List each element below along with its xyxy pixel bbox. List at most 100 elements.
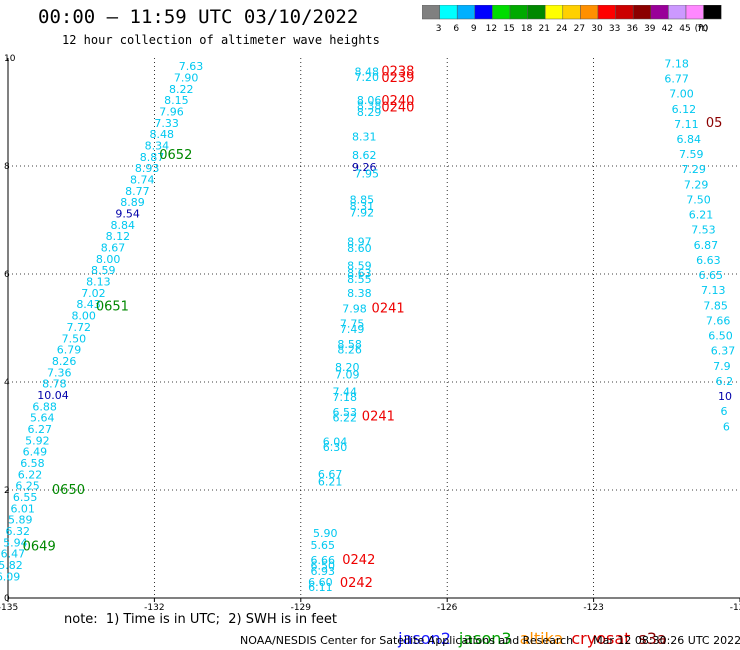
colorbar-tick-label: 36 xyxy=(626,24,638,33)
wave-height-label: 7.75 xyxy=(340,318,365,331)
wave-height-label: 5.82 xyxy=(0,559,23,572)
wave-height-label: 6.67 xyxy=(318,468,343,481)
pass-time-label: 0650 xyxy=(52,483,85,498)
wave-height-label: 6.37 xyxy=(711,345,736,358)
x-tick-label: -132 xyxy=(144,603,164,610)
wave-height-label: 6.79 xyxy=(57,344,82,357)
wave-height-label: 6.25 xyxy=(15,480,40,493)
mission-s3a: s3a xyxy=(638,629,667,648)
colorbar-legend: 3 6 9 12 15 18 21 24 27 30 33 36 39 42 45 70(ft) xyxy=(422,5,722,33)
wave-height-label: 7.95 xyxy=(354,168,379,181)
wave-height-label: 8.12 xyxy=(106,230,131,243)
wave-height-label: 7.90 xyxy=(174,71,199,84)
wave-height-label: 8.55 xyxy=(347,273,372,286)
pass-time-label: 0242 xyxy=(342,553,375,568)
colorbar-tick-label: 21 xyxy=(538,24,549,33)
x-tick-label: -129 xyxy=(291,603,312,610)
colorbar-tick-label: 9 xyxy=(471,24,477,33)
wave-height-label: 6.04 xyxy=(323,435,348,448)
credit-line: NOAA/NESDIS Center for Satellite Applica… xyxy=(240,634,740,647)
mission-legend: jason2 jason3 altika cryosat s3a xyxy=(388,610,675,648)
wave-height-label: 5.94 xyxy=(3,536,28,549)
wave-height-label: 5.90 xyxy=(313,527,338,540)
mission-jason2: jason2 xyxy=(398,629,451,648)
wave-height-label: 6.47 xyxy=(1,548,26,561)
wave-height-label: 8.67 xyxy=(101,242,126,255)
colorbar-tick-label: 15 xyxy=(503,24,514,33)
pass-time-label: 0240 xyxy=(381,101,414,116)
wave-height-plot: -135-132-129-126-123-12002468107.637.908… xyxy=(0,54,740,610)
wave-height-label: 5.64 xyxy=(30,412,55,425)
wave-height-label: 6.01 xyxy=(10,502,35,515)
wave-height-label: 8.38 xyxy=(357,100,382,113)
colorbar-tick-label: 42 xyxy=(662,24,673,33)
wave-height-label: 6.49 xyxy=(23,446,48,459)
wave-height-label: 7.29 xyxy=(681,163,706,176)
wave-height-label: 6 xyxy=(720,405,727,418)
chart-title: 00:00 – 11:59 UTC 03/10/2022 xyxy=(38,6,359,28)
colorbar-tick-label: 18 xyxy=(521,24,533,33)
wave-height-label: 6.21 xyxy=(689,209,714,222)
wave-height-label: 6.32 xyxy=(6,525,31,538)
wave-height-label: 10.04 xyxy=(37,389,69,402)
wave-height-label: 8.22 xyxy=(169,83,194,96)
x-tick-label: -123 xyxy=(583,603,603,610)
wave-height-label: 6.65 xyxy=(699,269,724,282)
wave-height-label: 8.00 xyxy=(96,253,121,266)
mission-jason3: jason3 xyxy=(458,629,512,648)
wave-height-label: 6.60 xyxy=(308,576,333,589)
wave-height-label: 8.15 xyxy=(164,94,189,107)
wave-height-label: 6.27 xyxy=(28,423,53,436)
wave-height-label: 7.18 xyxy=(333,391,358,404)
colorbar-tick-label: 33 xyxy=(609,24,620,33)
colorbar-tick-label: 3 xyxy=(436,24,442,33)
wave-height-label: 6.12 xyxy=(672,103,697,116)
colorbar-tick-label: 27 xyxy=(574,24,585,33)
wave-height-label: 6.30 xyxy=(323,441,348,454)
y-tick-label: 4 xyxy=(4,378,10,388)
colorbar-tick-label: 6 xyxy=(453,24,459,33)
wave-height-label: 6.58 xyxy=(20,457,45,470)
mission-cryosat: cryosat xyxy=(571,629,631,648)
wave-height-label: 8.58 xyxy=(337,338,362,351)
timestamp: Mar 12 08:30:26 UTC 2022 xyxy=(593,634,740,647)
wave-height-label: 6.66 xyxy=(311,554,336,567)
wave-height-label: 7.02 xyxy=(81,287,106,300)
pass-time-label: 0239 xyxy=(381,71,414,86)
wave-height-label: 6.22 xyxy=(18,468,43,481)
wave-height-label: 6.2 xyxy=(716,375,734,388)
wave-height-label: 8.78 xyxy=(42,378,67,391)
colorbar-swatch xyxy=(703,5,722,20)
wave-height-label: 6.77 xyxy=(664,73,689,86)
wave-height-label: 8.31 xyxy=(350,200,375,213)
wave-height-label: 8.13 xyxy=(86,276,111,289)
wave-height-label: 8.59 xyxy=(347,259,372,272)
wave-height-label: 7.59 xyxy=(679,148,704,161)
wave-height-label: 8.97 xyxy=(347,236,372,249)
wave-height-label: 7.20 xyxy=(354,71,379,84)
pass-time-label: 0652 xyxy=(159,148,192,163)
wave-height-label: 6.50 xyxy=(311,560,336,573)
colorbar-tick-label: 45 xyxy=(679,24,690,33)
wave-height-label: 8.38 xyxy=(347,287,372,300)
wave-height-label: 7.49 xyxy=(340,323,365,336)
wave-height-label: 7.50 xyxy=(686,193,711,206)
colorbar-tick-label: 39 xyxy=(644,24,656,33)
colorbar-tick-label: 12 xyxy=(486,24,497,33)
wave-height-label: 9.26 xyxy=(352,161,377,174)
colorbar-unit: (ft) xyxy=(695,24,709,33)
wave-height-label: 6.53 xyxy=(333,406,358,419)
pass-time-label: 0240 xyxy=(381,94,414,109)
wave-height-label: 6.93 xyxy=(311,565,336,578)
wave-height-label: 7.36 xyxy=(47,366,72,379)
wave-height-label: 8.77 xyxy=(125,185,149,198)
pass-time-label: 0241 xyxy=(372,302,405,317)
colorbar-tick-label: 30 xyxy=(591,24,603,33)
y-tick-label: 8 xyxy=(4,162,10,172)
wave-height-label: 7.96 xyxy=(159,105,184,118)
y-tick-label: 10 xyxy=(4,54,16,64)
y-tick-label: 2 xyxy=(4,486,10,496)
wave-height-label: 7.09 xyxy=(335,368,360,381)
wave-height-label: 8.89 xyxy=(120,196,144,209)
wave-height-label: 7.53 xyxy=(691,224,716,237)
